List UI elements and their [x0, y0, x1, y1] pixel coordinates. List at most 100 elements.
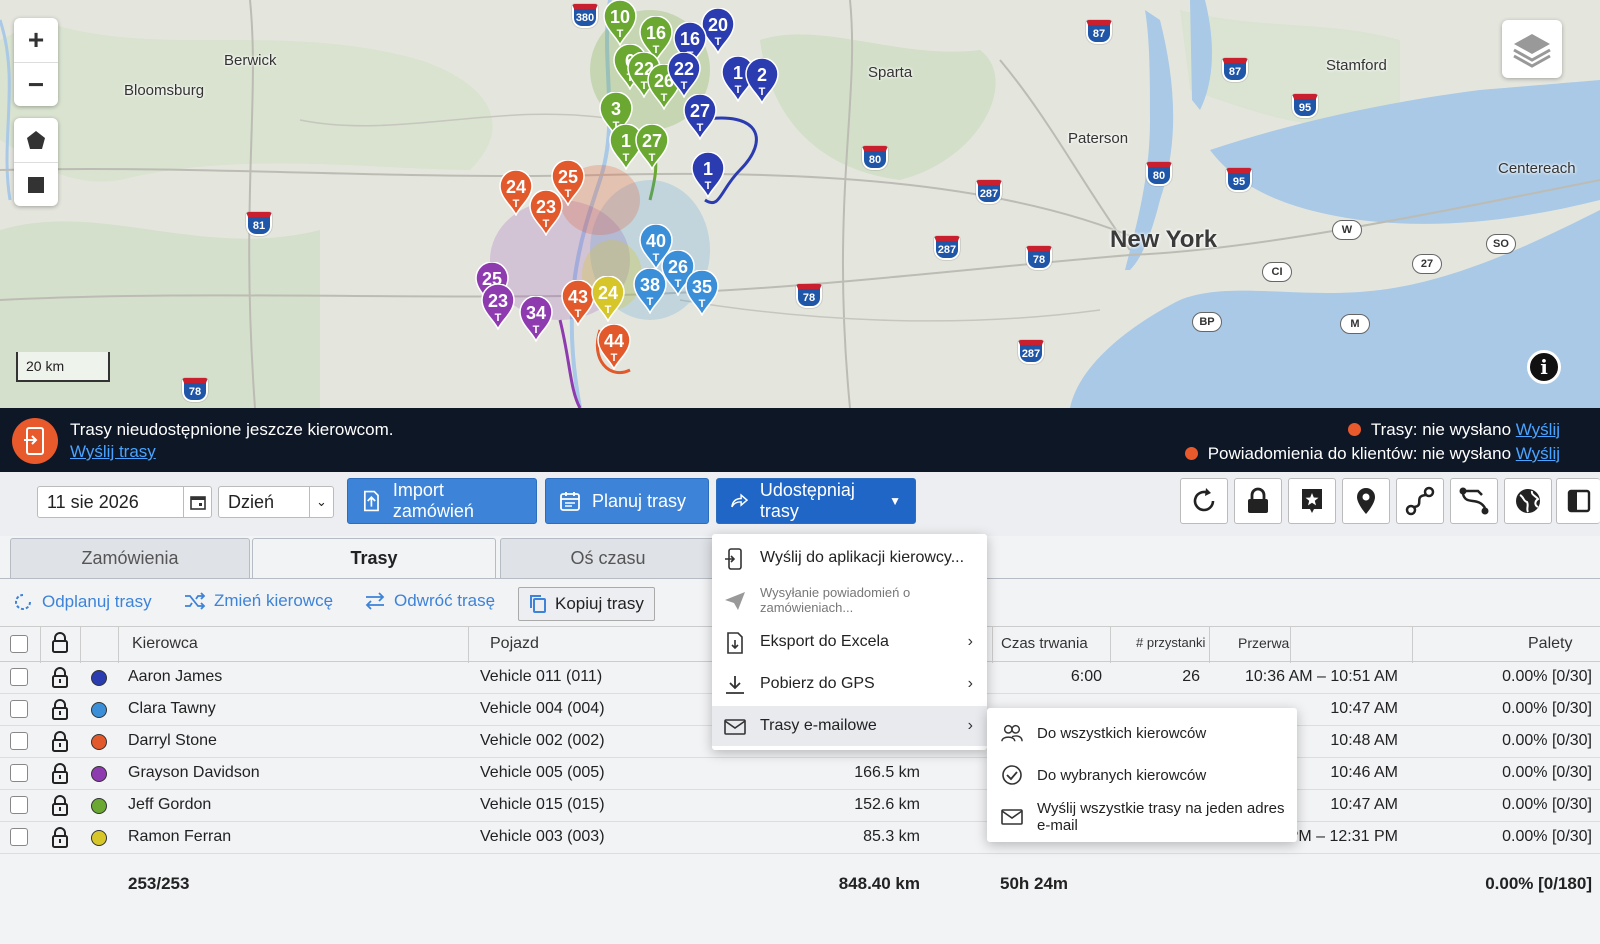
copy-routes-label: Kopiuj trasy [555, 594, 644, 613]
row-checkbox[interactable] [10, 828, 28, 846]
stop-pin[interactable]: 24 T [590, 275, 626, 323]
calendar-icon[interactable] [183, 487, 211, 517]
period-value: Dzień [228, 492, 275, 512]
stop-pin[interactable]: 35 T [684, 269, 720, 317]
column-header-driver[interactable]: Kierowca [132, 635, 198, 652]
stop-pin[interactable]: 40 T [638, 223, 674, 271]
lock-button[interactable] [1234, 478, 1282, 524]
layers-button[interactable] [1502, 20, 1562, 78]
paper-plane-icon [725, 592, 745, 610]
column-header-pallets[interactable]: Palety [1528, 635, 1573, 652]
menu-item-label: Eksport do Excela [760, 633, 889, 650]
stop-pin[interactable]: 22 T [666, 51, 702, 99]
route-distance: 85.3 km [863, 828, 920, 845]
period-select[interactable]: Dzień ⌄ [218, 486, 334, 518]
route-path-button[interactable] [1396, 478, 1444, 524]
share-routes-button[interactable]: Udostępniaj trasy ▼ [716, 478, 916, 524]
stop-pin[interactable]: 44 T [596, 323, 632, 371]
date-picker[interactable]: 11 sie 2026 [37, 486, 212, 518]
vehicle-name: Vehicle 002 (002) [480, 732, 605, 749]
column-header-break[interactable]: Przerwa [1238, 635, 1290, 651]
route-optimize-button[interactable] [1450, 478, 1498, 524]
stop-pin[interactable]: 10 T [602, 0, 638, 47]
stop-pin[interactable]: 27 T [634, 123, 670, 171]
stop-pin[interactable]: 38 T [632, 267, 668, 315]
stop-pin[interactable]: 24 T [498, 169, 534, 217]
draw-polygon-button[interactable] [14, 118, 58, 162]
location-button[interactable] [1342, 478, 1390, 524]
route-pallets: 0.00% [0/30] [1502, 796, 1592, 813]
pin-tag: T [604, 304, 612, 316]
import-orders-button[interactable]: Import zamówień [347, 478, 537, 524]
stop-pin[interactable]: 34 T [518, 295, 554, 343]
bookmark-star-button[interactable] [1288, 478, 1336, 524]
submenu-item-all-drivers[interactable]: Do wszystkich kierowców [987, 712, 1297, 754]
globe-button[interactable] [1504, 478, 1552, 524]
menu-item-label: Wyślij do aplikacji kierowcy... [760, 549, 965, 566]
tab-orders[interactable]: Zamówienia [10, 538, 250, 578]
menu-item-email-routes[interactable]: Trasy e-mailowe › [712, 706, 987, 746]
stop-pin[interactable]: 23 T [480, 283, 516, 331]
tab-timeline[interactable]: Oś czasu [500, 538, 716, 578]
submenu-item-selected-drivers[interactable]: Do wybranych kierowców [987, 754, 1297, 796]
stop-pin[interactable]: 23 T [528, 189, 564, 237]
send-routes-link[interactable]: Wyślij trasy [70, 442, 156, 461]
lock-icon[interactable] [50, 698, 70, 727]
row-checkbox[interactable] [10, 764, 28, 782]
column-header-vehicle[interactable]: Pojazd [490, 635, 539, 652]
menu-item-send-to-driver-app[interactable]: Wyślij do aplikacji kierowcy... [712, 538, 987, 578]
plan-routes-button[interactable]: Planuj trasy [545, 478, 709, 524]
interstate-shield: 95 [1226, 168, 1252, 192]
column-header-stops[interactable]: # przystanki [1136, 635, 1206, 650]
table-row[interactable]: Grayson Davidson Vehicle 005 (005) 166.5 k… [0, 758, 1600, 790]
row-checkbox[interactable] [10, 732, 28, 750]
lock-icon[interactable] [50, 826, 70, 855]
draw-rectangle-button[interactable] [14, 162, 58, 206]
lock-icon[interactable] [50, 794, 70, 823]
route-color-swatch [91, 830, 107, 846]
location-pin-icon [1357, 488, 1375, 514]
star-marker-icon [1302, 489, 1322, 513]
tab-routes[interactable]: Trasy [252, 538, 496, 579]
pin-tag: T [512, 198, 520, 210]
routes-send-link[interactable]: Wyślij [1515, 420, 1560, 439]
interstate-shield: 87 [1086, 20, 1112, 44]
select-all-checkbox[interactable] [10, 635, 28, 653]
stop-pin[interactable]: 43 T [560, 279, 596, 327]
stop-pin[interactable]: 20 T [700, 7, 736, 55]
zoom-out-button[interactable]: − [14, 62, 58, 106]
stop-pin[interactable]: 27 T [682, 93, 718, 141]
copy-routes-button[interactable]: Kopiuj trasy [518, 587, 655, 621]
unplan-routes-button[interactable]: Odplanuj trasy [12, 591, 152, 613]
panel-toggle-button[interactable] [1556, 478, 1600, 524]
lock-icon[interactable] [50, 730, 70, 759]
lock-icon[interactable] [50, 666, 70, 695]
zoom-in-button[interactable]: + [27, 24, 45, 55]
notifications-send-link[interactable]: Wyślij [1515, 444, 1560, 463]
summary-pallets: 0.00% [0/180] [1485, 874, 1592, 893]
reverse-route-button[interactable]: Odwróć trasę [364, 591, 495, 611]
route-break: 10:47 AM [1330, 700, 1398, 717]
route-pallets: 0.00% [0/30] [1502, 700, 1592, 717]
table-row[interactable]: Jeff Gordon Vehicle 015 (015) 152.6 km 10:4… [0, 790, 1600, 822]
route-map[interactable]: Berwick Bloomsburg Sparta Paterson New Y… [0, 0, 1600, 408]
lock-icon[interactable] [50, 762, 70, 791]
refresh-button[interactable] [1180, 478, 1228, 524]
menu-item-order-notifications[interactable]: Wysyłanie powiadomień o zamówieniach... [712, 580, 987, 620]
column-header-duration[interactable]: Czas trwania [1001, 635, 1088, 652]
row-checkbox[interactable] [10, 796, 28, 814]
info-button[interactable]: i [1527, 350, 1561, 384]
row-checkbox[interactable] [10, 700, 28, 718]
row-checkbox[interactable] [10, 668, 28, 686]
change-driver-button[interactable]: Zmień kierowcę [184, 591, 333, 611]
submenu-item-single-email[interactable]: Wyślij wszystkie trasy na jeden adres e-… [987, 796, 1297, 838]
pin-number: 16 [679, 29, 701, 49]
menu-item-download-gps[interactable]: Pobierz do GPS › [712, 664, 987, 704]
menu-item-export-excel[interactable]: Eksport do Excela › [712, 622, 987, 662]
